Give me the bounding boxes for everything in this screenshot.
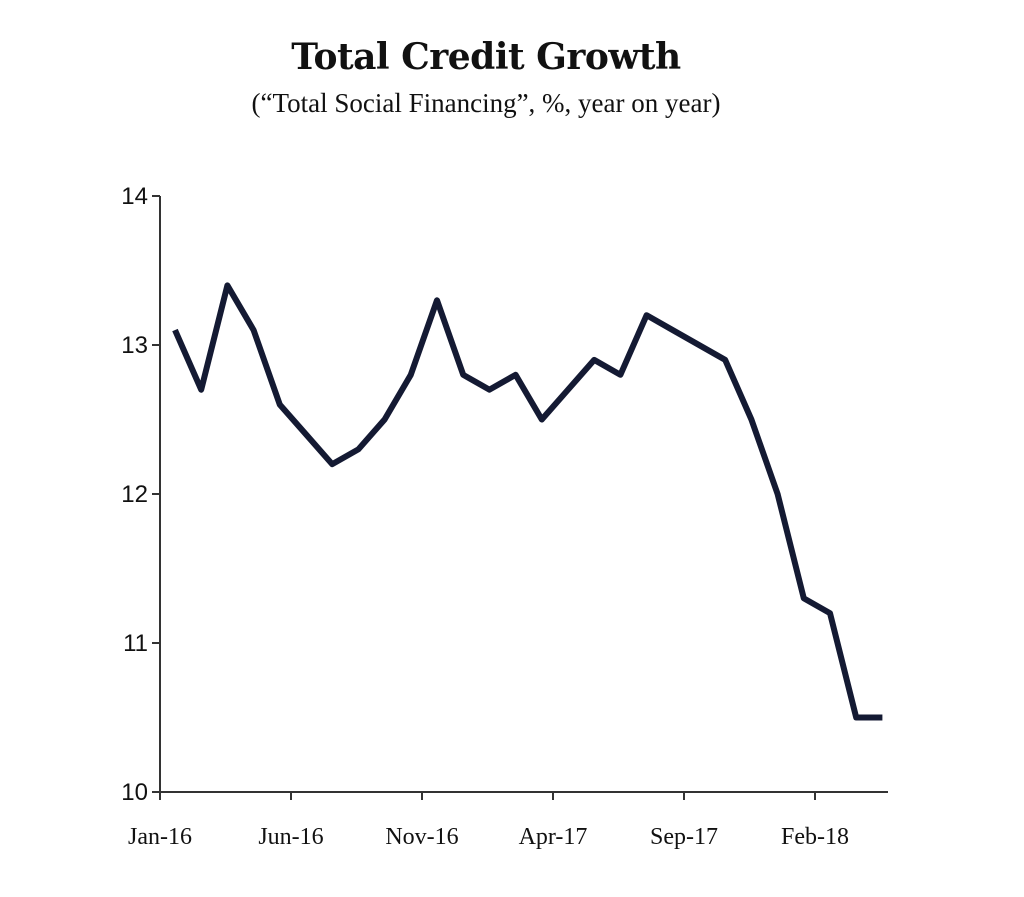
chart-subtitle: (“Total Social Financing”, %, year on ye… [251, 88, 721, 118]
y-tick-label: 10 [121, 779, 148, 806]
x-axis-ticks: Jan-16 Jun-16 Nov-16 Apr-17 Sep-17 Feb-18 [128, 792, 849, 850]
y-tick-label: 14 [121, 183, 148, 210]
x-tick-label: Feb-18 [781, 824, 849, 850]
y-tick-label: 13 [121, 332, 148, 359]
x-tick-label: Jun-16 [258, 824, 323, 850]
series-line [172, 282, 883, 721]
x-tick-label: Nov-16 [385, 824, 458, 850]
x-tick-label: Jan-16 [128, 824, 192, 850]
y-tick-label: 11 [123, 630, 148, 657]
chart-title: Total Credit Growth [291, 36, 681, 78]
y-tick-label: 12 [121, 481, 148, 508]
x-tick-label: Apr-17 [519, 824, 588, 850]
x-tick-label: Sep-17 [650, 824, 718, 850]
y-axis-ticks: 10 11 12 13 14 [121, 183, 160, 806]
series-layer [172, 282, 883, 721]
